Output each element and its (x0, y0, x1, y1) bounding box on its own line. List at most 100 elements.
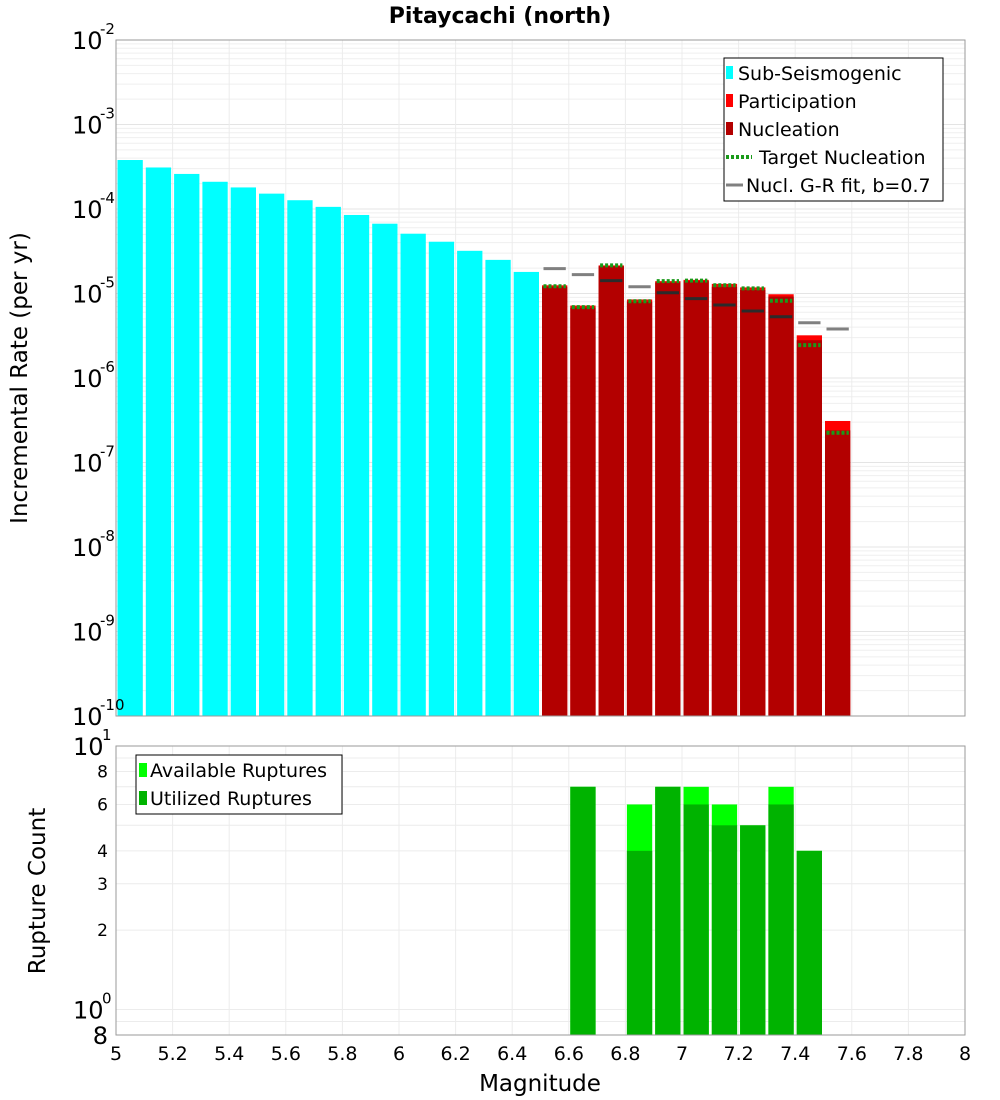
bottom-x-tick-labels: 5 5.2 5.4 5.6 5.8 6 6.2 6.4 6.6 6.8 7 7.2 7.4 7.6 7.8 8 (110, 1043, 971, 1065)
top-y-tick-label: 10 (72, 703, 103, 731)
x-tick-label: 5.6 (271, 1043, 301, 1065)
top-bars (117, 160, 851, 717)
x-tick-label: 7.8 (893, 1043, 923, 1065)
x-tick-label: 6.8 (610, 1043, 640, 1065)
bottom-y-tick-exponent: 1 (102, 726, 112, 744)
legend-swatch-available (139, 763, 147, 777)
bar-sub-seismogenic (287, 200, 313, 717)
bar-utilized-ruptures (683, 804, 709, 1035)
legend-swatch-utilized (139, 791, 147, 805)
bottom-bars (570, 786, 822, 1035)
bar-nucleation (598, 266, 624, 716)
top-y-tick-exponent: -5 (100, 274, 115, 292)
top-legend: Sub-Seismogenic Participation Nucleation… (723, 57, 944, 202)
top-gridlines (115, 40, 966, 717)
legend-label-gr-fit: Nucl. G-R fit, b=0.7 (746, 175, 931, 197)
top-y-tick-label: 10 (72, 365, 103, 393)
bar-sub-seismogenic (145, 167, 172, 717)
x-tick-label: 7.4 (780, 1043, 810, 1065)
x-tick-label: 5.2 (157, 1043, 187, 1065)
x-tick-label: 7.2 (723, 1043, 753, 1065)
bottom-y-minor-tick-label: 2 (97, 921, 108, 941)
legend-label-target-nucleation: Target Nucleation (758, 147, 926, 169)
bar-sub-seismogenic (117, 160, 143, 716)
legend-label-participation: Participation (738, 91, 857, 113)
bar-sub-seismogenic (315, 206, 341, 717)
top-y-tick-exponent: -4 (100, 189, 115, 207)
top-y-tick-label: 10 (72, 196, 103, 224)
legend-label-sub-seismogenic: Sub-Seismogenic (738, 63, 902, 85)
bar-utilized-ruptures (626, 850, 653, 1035)
legend-label-available: Available Ruptures (150, 760, 327, 782)
top-y-tick-exponent: -9 (100, 612, 115, 630)
x-axis-label: Magnitude (479, 1071, 601, 1097)
bottom-y-minor-tick-label: 6 (97, 795, 108, 815)
bottom-y-min-tick-label: 8 (93, 1022, 108, 1050)
bar-nucleation (626, 301, 653, 716)
bottom-y-tick-exponent: 0 (102, 989, 112, 1007)
x-tick-label: 5 (110, 1043, 122, 1065)
bar-nucleation (825, 430, 851, 716)
legend-label-utilized: Utilized Ruptures (150, 788, 312, 810)
bar-nucleation (542, 286, 568, 716)
x-tick-label: 6 (393, 1043, 405, 1065)
bar-nucleation (570, 307, 596, 716)
bottom-legend-box (135, 754, 343, 815)
top-y-tick-label: 10 (72, 27, 103, 55)
bar-sub-seismogenic (428, 241, 455, 716)
bar-utilized-ruptures (796, 850, 822, 1035)
bottom-y-minor-tick-label: 4 (97, 842, 108, 862)
bar-sub-seismogenic (343, 214, 370, 716)
top-fit-lines (543, 263, 849, 435)
bar-sub-seismogenic (457, 250, 483, 716)
x-tick-label: 5.4 (214, 1043, 244, 1065)
x-tick-label: 7.6 (837, 1043, 867, 1065)
top-y-tick-label: 10 (72, 450, 103, 478)
x-tick-label: 6.2 (440, 1043, 470, 1065)
x-tick-label: 7 (676, 1043, 688, 1065)
top-y-tick-exponent: -3 (100, 105, 115, 123)
top-legend-box (723, 57, 944, 202)
bottom-plot-frame (115, 745, 966, 1036)
legend-swatch-nucleation (726, 122, 733, 135)
bar-sub-seismogenic (259, 193, 285, 716)
bar-sub-seismogenic (372, 223, 398, 716)
x-tick-label: 8 (959, 1043, 971, 1065)
x-tick-label: 5.8 (327, 1043, 357, 1065)
bottom-y-minor-tick-label: 3 (97, 875, 108, 895)
bar-utilized-ruptures (711, 825, 738, 1035)
bar-utilized-ruptures (740, 825, 766, 1035)
bottom-legend: Available Ruptures Utilized Ruptures (135, 754, 343, 815)
bar-sub-seismogenic (230, 187, 256, 717)
legend-swatch-sub-seismogenic (726, 66, 733, 79)
bar-utilized-ruptures (570, 786, 596, 1035)
x-tick-label: 6.6 (554, 1043, 584, 1065)
bar-nucleation (740, 290, 766, 716)
top-y-tick-label: 10 (72, 619, 103, 647)
top-y-tick-exponent: -7 (100, 443, 115, 461)
top-y-tick-exponent: -10 (100, 696, 125, 714)
bar-nucleation (711, 286, 738, 716)
bar-utilized-ruptures (655, 786, 681, 1035)
top-y-tick-label: 10 (72, 281, 103, 309)
top-y-tick-exponent: -2 (100, 20, 115, 38)
top-plot-frame (115, 39, 966, 717)
bar-nucleation (796, 340, 822, 716)
bar-utilized-ruptures (768, 804, 794, 1035)
bar-sub-seismogenic (174, 173, 200, 716)
bottom-y-minor-tick-label: 8 (97, 763, 108, 783)
chart-title: Pitaycachi (north) (389, 4, 611, 29)
bar-sub-seismogenic (400, 233, 426, 716)
legend-label-nucleation: Nucleation (738, 119, 840, 141)
bar-sub-seismogenic (202, 181, 228, 717)
legend-swatch-participation (726, 94, 733, 107)
bottom-y-tick-label: 10 (73, 733, 104, 761)
bar-nucleation (655, 282, 681, 716)
top-y-tick-label: 10 (72, 534, 103, 562)
top-y-tick-label: 10 (72, 112, 103, 140)
bottom-y-axis-label: Rupture Count (25, 808, 51, 974)
x-tick-label: 6.4 (497, 1043, 527, 1065)
bar-sub-seismogenic (485, 259, 511, 716)
